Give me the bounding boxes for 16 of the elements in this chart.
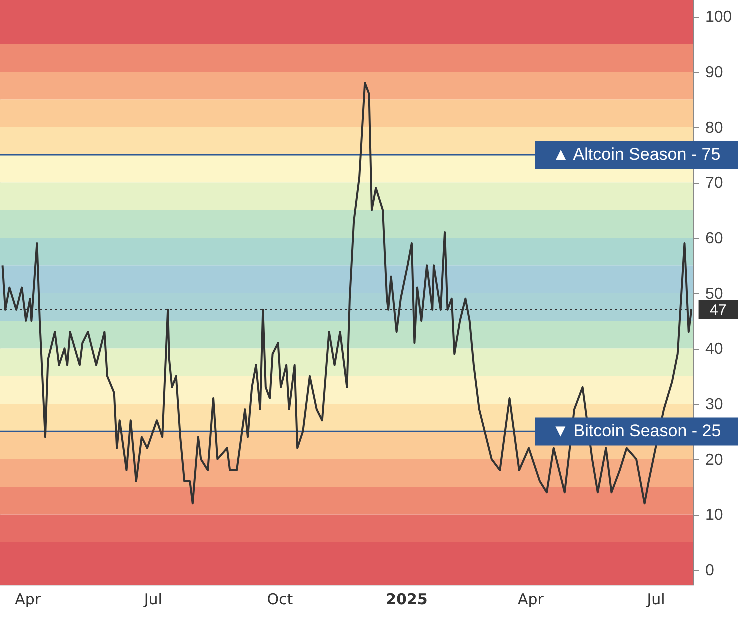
y-tick-label: 80 bbox=[706, 120, 724, 137]
y-tick-label: 40 bbox=[706, 341, 724, 358]
y-tick-label: 50 bbox=[706, 286, 724, 303]
y-tick-label: 30 bbox=[706, 396, 724, 414]
ref-line-label: ▲ Altcoin Season - 75 bbox=[552, 144, 721, 164]
y-tick-label: 20 bbox=[706, 452, 724, 469]
y-tick-label: 10 bbox=[706, 507, 724, 524]
y-tick-label: 0 bbox=[706, 562, 714, 580]
y-tick-label: 70 bbox=[706, 175, 724, 192]
ref-line-label: ▼ Bitcoin Season - 25 bbox=[552, 422, 722, 441]
x-tick-label: Oct bbox=[267, 590, 294, 608]
x-tick-label: 2025 bbox=[386, 590, 428, 608]
y-tick-label: 60 bbox=[706, 230, 724, 248]
ref-line-label: 47 bbox=[710, 302, 727, 319]
y-tick-label: 90 bbox=[706, 64, 724, 82]
y-tick-label: 100 bbox=[706, 9, 732, 26]
